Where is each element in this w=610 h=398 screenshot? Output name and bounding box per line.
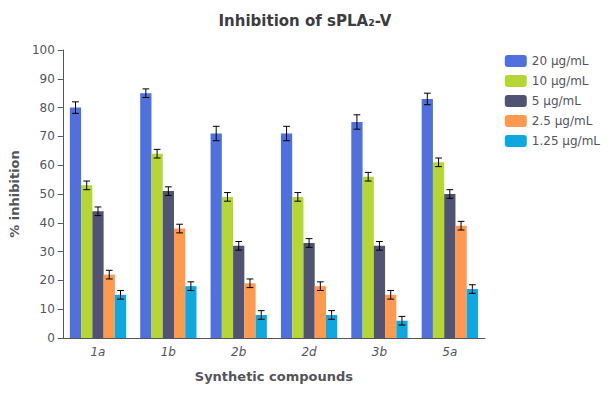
svg-text:2b: 2b	[231, 345, 247, 359]
svg-text:0: 0	[47, 331, 55, 345]
svg-text:5a: 5a	[442, 345, 457, 359]
svg-text:10 μg/mL: 10 μg/mL	[532, 74, 589, 88]
svg-text:Synthetic compounds: Synthetic compounds	[195, 369, 354, 384]
svg-text:1a: 1a	[90, 345, 105, 359]
svg-text:2.5 μg/mL: 2.5 μg/mL	[532, 114, 593, 128]
svg-text:20: 20	[40, 273, 55, 287]
svg-text:50: 50	[40, 187, 55, 201]
svg-text:5 μg/mL: 5 μg/mL	[532, 94, 581, 108]
svg-text:100: 100	[32, 43, 55, 57]
svg-text:3b: 3b	[372, 345, 388, 359]
svg-text:10: 10	[40, 302, 55, 316]
svg-text:2d: 2d	[301, 345, 317, 359]
svg-text:1.25 μg/mL: 1.25 μg/mL	[532, 134, 601, 148]
svg-text:1b: 1b	[161, 345, 177, 359]
svg-text:20 μg/mL: 20 μg/mL	[532, 54, 589, 68]
svg-text:40: 40	[40, 216, 55, 230]
svg-text:30: 30	[40, 245, 55, 259]
svg-text:% inhibition: % inhibition	[7, 150, 22, 238]
svg-text:70: 70	[40, 129, 55, 143]
svg-text:60: 60	[40, 158, 55, 172]
svg-text:90: 90	[40, 72, 55, 86]
svg-text:80: 80	[40, 101, 55, 115]
svg-text:Inhibition of sPLA₂-V: Inhibition of sPLA₂-V	[219, 12, 392, 30]
